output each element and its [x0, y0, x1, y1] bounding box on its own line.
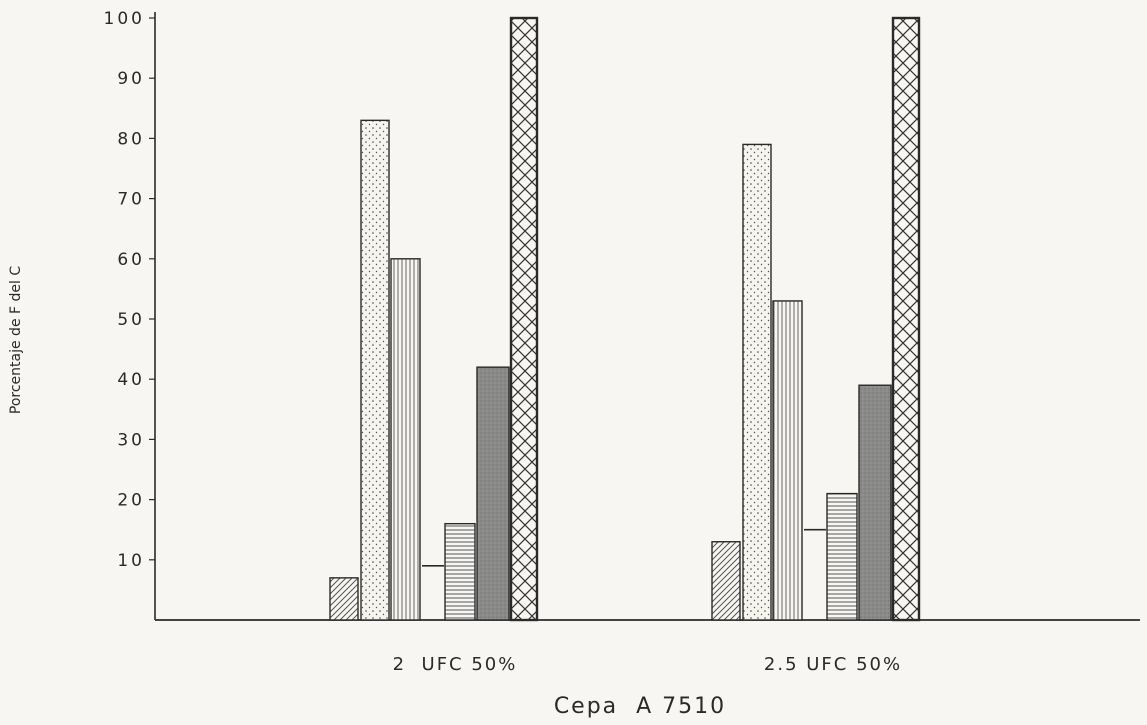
y-tick-label: 50	[117, 310, 145, 330]
y-tick-label: 80	[117, 129, 145, 149]
y-tick-label: 100	[104, 9, 145, 29]
bar	[826, 492, 858, 621]
bar	[444, 522, 476, 621]
bar	[329, 577, 359, 621]
y-tick-label: 60	[117, 250, 145, 270]
x-axis-label: Cepa A 7510	[554, 694, 726, 719]
axes: 10 20 30 40 50 60 70 80 90 100	[104, 9, 1140, 621]
x-tick-label: 2 UFC 50%	[393, 654, 518, 675]
x-tick-label: 2.5 UFC 50%	[764, 654, 902, 675]
bar	[858, 384, 892, 621]
bar	[742, 143, 772, 621]
y-tick-label: 40	[117, 370, 145, 390]
bar	[711, 541, 741, 621]
bar	[360, 119, 390, 621]
x-tick-labels: 2 UFC 50% 2.5 UFC 50%	[393, 654, 902, 675]
bar	[509, 16, 539, 622]
bar	[390, 258, 421, 621]
bar	[476, 366, 510, 621]
bars	[329, 16, 921, 622]
y-axis-label: Porcentaje de F del C	[8, 266, 24, 414]
y-tick-label: 10	[117, 551, 145, 571]
bar	[891, 16, 921, 622]
y-tick-label: 90	[117, 69, 145, 89]
y-tick-label: 70	[117, 190, 145, 210]
y-tick-label: 20	[117, 491, 145, 511]
y-tick-label: 30	[117, 430, 145, 450]
bar	[772, 300, 803, 621]
